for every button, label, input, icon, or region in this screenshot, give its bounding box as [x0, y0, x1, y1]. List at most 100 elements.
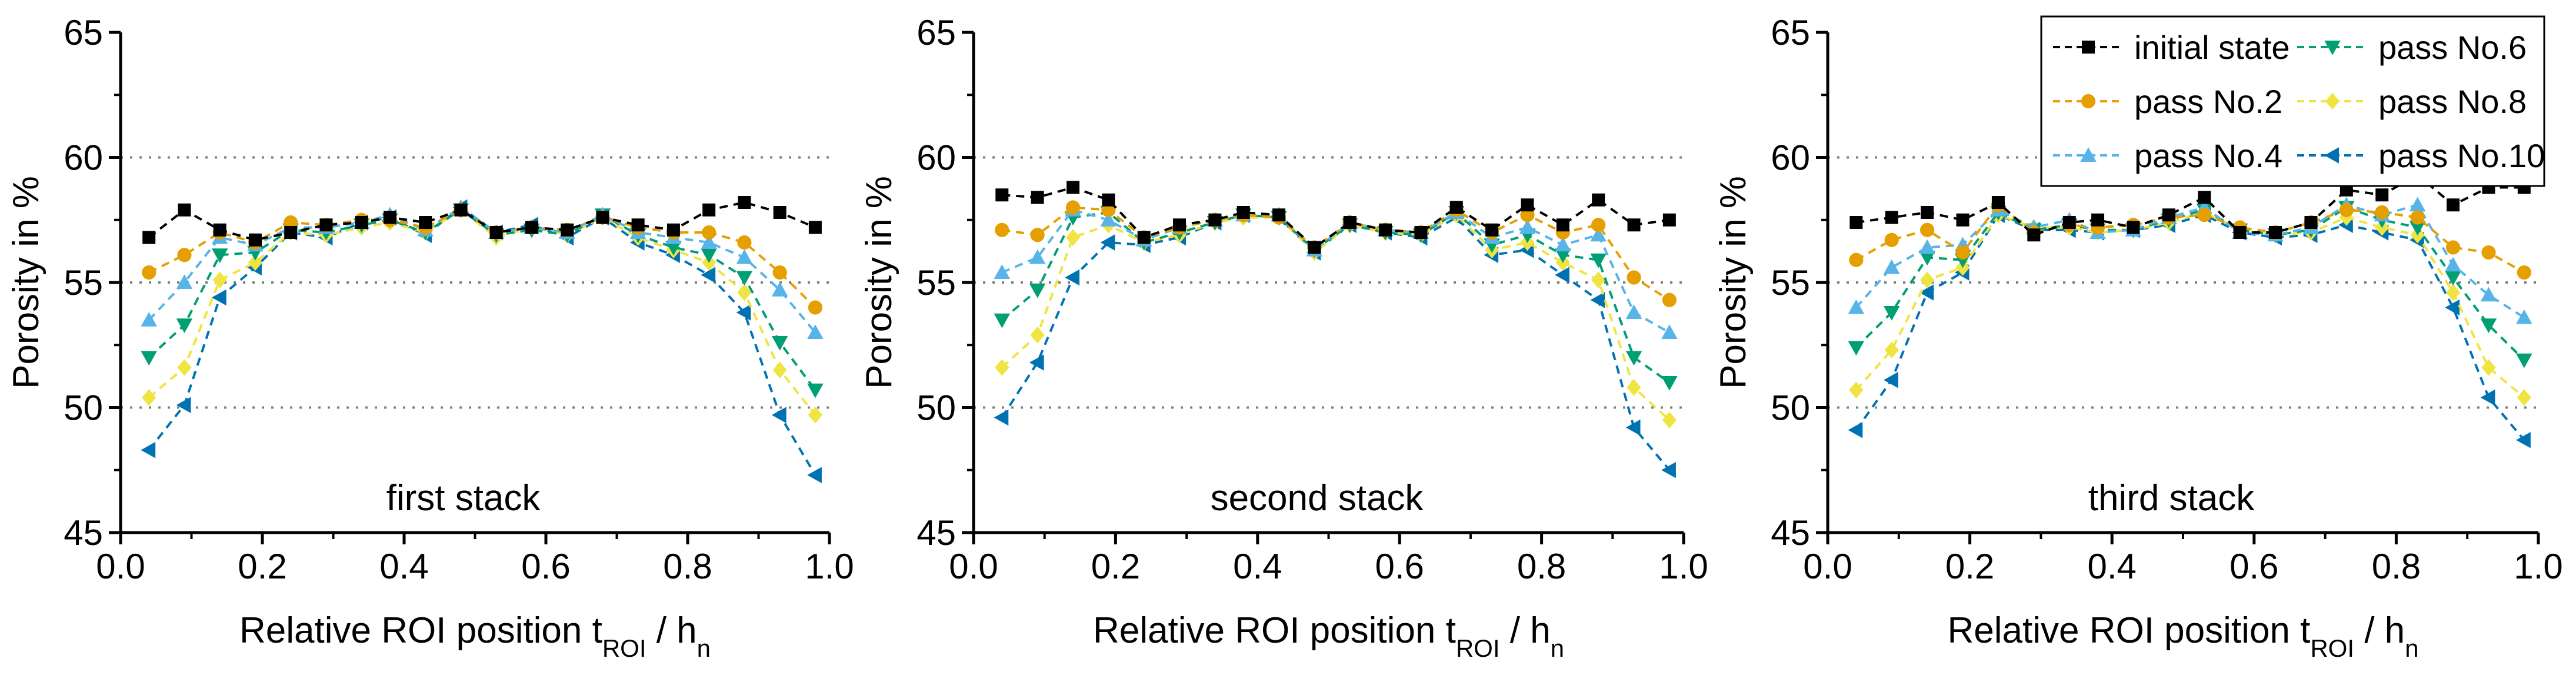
data-point-pass-no-10: [211, 289, 226, 306]
x-tick-label: 0.6: [521, 547, 570, 586]
data-point-pass-no-6: [1590, 253, 1607, 268]
data-point-pass-no-2: [2410, 210, 2425, 225]
data-point-pass-no-2: [142, 265, 156, 280]
data-point-initial-state: [2304, 216, 2318, 229]
data-point-initial-state: [2198, 191, 2211, 204]
data-point-pass-no-6: [1661, 376, 1678, 391]
data-point-pass-no-4: [994, 264, 1011, 279]
data-point-initial-state: [2027, 228, 2041, 242]
data-point-pass-no-10: [2445, 299, 2460, 316]
series-line-pass-no-4: [1855, 203, 2525, 319]
data-point-pass-no-8: [995, 359, 1009, 376]
x-tick-label: 0.4: [2087, 547, 2136, 586]
data-point-initial-state: [1102, 193, 1115, 207]
data-point-pass-no-4: [736, 249, 753, 264]
data-point-pass-no-8: [1591, 271, 1606, 289]
x-tick-label: 0.0: [949, 547, 998, 586]
data-point-initial-state: [1066, 181, 1079, 194]
data-point-initial-state: [1991, 196, 2005, 209]
data-point-pass-no-2: [1920, 222, 1935, 237]
data-point-initial-state: [2091, 213, 2105, 227]
data-point-initial-state: [1485, 223, 1499, 237]
chart-panel-third-stack: 45 50 55 60 65 0.0 0.2 0.4 0.6 0.8 1.0 Porosity in …: [1713, 13, 2563, 662]
data-point-pass-no-2: [808, 300, 822, 315]
x-tick-label: 0.8: [663, 547, 712, 586]
x-tick-label: 0.2: [1091, 547, 1140, 586]
x-tick-label: 0.4: [1233, 547, 1282, 586]
legend-marker: [2082, 41, 2095, 54]
data-point-initial-state: [142, 231, 156, 244]
y-tick-label: 60: [1771, 138, 1810, 178]
data-point-initial-state: [2162, 208, 2175, 222]
data-point-pass-no-4: [2480, 287, 2497, 302]
data-point-initial-state: [1414, 226, 1428, 239]
data-point-initial-state: [213, 223, 226, 237]
data-point-pass-no-8: [772, 361, 787, 379]
legend-item-pass-no-6: pass No.6: [2297, 29, 2527, 66]
data-point-initial-state: [1921, 206, 1934, 219]
data-point-pass-no-10: [2480, 389, 2495, 406]
data-point-pass-no-10: [176, 397, 191, 413]
data-point-pass-no-4: [2409, 197, 2426, 212]
y-tick-label: 50: [64, 388, 103, 428]
data-point-initial-state: [1379, 223, 1392, 237]
data-point-pass-no-10: [2516, 432, 2531, 448]
data-point-pass-no-10: [807, 467, 822, 483]
data-point-pass-no-8: [808, 406, 822, 424]
data-point-pass-no-2: [1030, 228, 1045, 242]
data-point-initial-state: [1449, 201, 1463, 214]
data-point-initial-state: [1956, 213, 1970, 227]
legend-label: pass No.10: [2378, 137, 2545, 174]
data-point-initial-state: [1173, 218, 1187, 232]
chart-panel-second-stack: 45 50 55 60 65 0.0 0.2 0.4 0.6 0.8 1.0 Porosity in …: [859, 13, 1708, 662]
data-point-pass-no-8: [1884, 341, 1899, 359]
data-point-pass-no-4: [701, 234, 717, 249]
data-point-pass-no-2: [1662, 292, 1677, 307]
data-point-initial-state: [702, 203, 716, 217]
y-axis-label: Porosity in %: [1713, 176, 1754, 389]
legend-marker: [2081, 94, 2096, 109]
data-point-pass-no-4: [1883, 259, 1900, 274]
data-point-initial-state: [1031, 191, 1044, 204]
y-tick-label: 55: [1771, 263, 1810, 302]
y-tick-label: 65: [64, 13, 103, 52]
data-point-pass-no-4: [1100, 212, 1117, 227]
data-point-pass-no-6: [141, 351, 157, 366]
data-point-pass-no-8: [737, 284, 752, 301]
data-point-pass-no-2: [2339, 202, 2354, 217]
data-point-initial-state: [1208, 213, 1222, 227]
legend-marker: [2324, 147, 2339, 164]
data-point-pass-no-6: [2516, 353, 2532, 368]
data-point-pass-no-2: [1884, 232, 1899, 247]
x-tick-label: 1.0: [1659, 547, 1708, 586]
legend-item-pass-no-8: pass No.8: [2297, 83, 2527, 120]
stack-label: third stack: [2088, 478, 2255, 518]
data-point-initial-state: [1521, 198, 1534, 212]
data-point-pass-no-10: [1590, 292, 1605, 308]
x-tick-label: 0.8: [2372, 547, 2421, 586]
data-point-pass-no-6: [2445, 271, 2461, 286]
data-point-pass-no-8: [2445, 284, 2461, 301]
data-point-pass-no-4: [2516, 309, 2532, 324]
y-tick-label: 60: [917, 138, 956, 178]
data-point-pass-no-6: [1919, 251, 1935, 266]
data-point-initial-state: [1343, 216, 1357, 229]
legend-marker: [2325, 92, 2340, 110]
legend-item-pass-no-10: pass No.10: [2297, 137, 2545, 174]
data-point-pass-no-10: [736, 304, 751, 321]
data-point-initial-state: [995, 188, 1009, 202]
data-point-initial-state: [1885, 211, 1898, 224]
data-point-pass-no-2: [702, 225, 717, 240]
data-point-initial-state: [454, 203, 468, 217]
chart-panel-first-stack: 45 50 55 60 65 0.0 0.2 0.4 0.6 0.8 1.0 Porosity in …: [6, 13, 854, 662]
y-tick-label: 45: [64, 513, 103, 553]
stack-label: first stack: [386, 478, 541, 518]
data-point-initial-state: [1662, 213, 1676, 227]
data-point-pass-no-4: [771, 282, 788, 297]
data-point-pass-no-10: [1919, 284, 1934, 301]
data-point-pass-no-8: [1065, 229, 1081, 246]
y-tick-label: 55: [917, 263, 956, 302]
data-point-initial-state: [596, 211, 609, 224]
data-point-pass-no-8: [142, 389, 156, 406]
data-point-initial-state: [489, 226, 503, 239]
